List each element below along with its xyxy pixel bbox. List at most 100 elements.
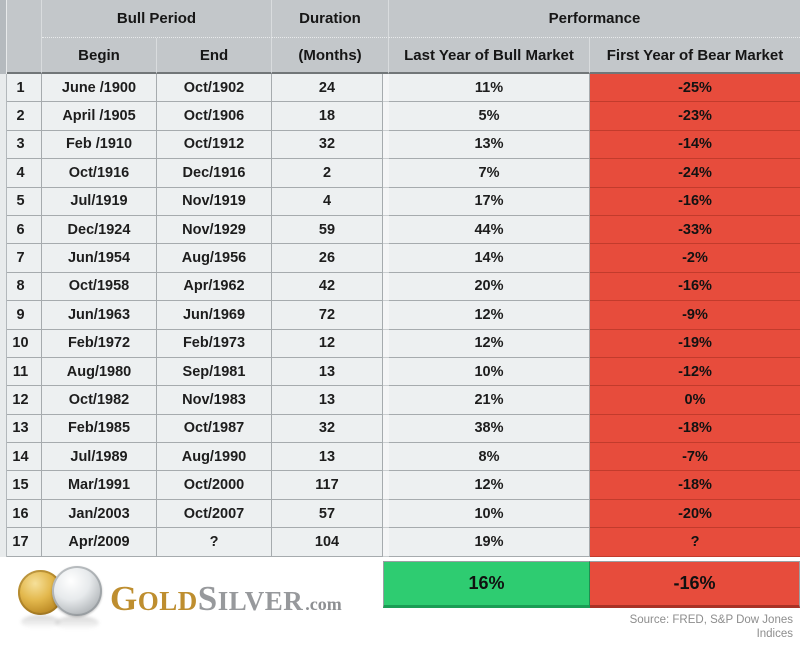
column-gutter — [383, 329, 389, 358]
bear-performance-cell: -18% — [590, 471, 800, 500]
begin-date-cell: Jul/1989 — [42, 443, 157, 472]
duration-cell: 12 — [272, 329, 383, 358]
duration-cell: 13 — [272, 386, 383, 415]
begin-date-cell: Jul/1919 — [42, 187, 157, 216]
begin-date-cell: June /1900 — [42, 74, 157, 103]
bull-performance-cell: 14% — [389, 244, 590, 273]
logo-word-tld: .com — [305, 593, 342, 614]
bull-column-header: Last Year of Bull Market — [389, 38, 590, 74]
end-date-cell: Oct/1987 — [157, 414, 272, 444]
end-date-cell: Oct/2007 — [157, 499, 272, 529]
duration-cell: 2 — [272, 159, 383, 188]
column-gutter — [383, 301, 389, 330]
end-date-cell: Nov/1929 — [157, 215, 272, 245]
column-gutter — [383, 215, 389, 245]
duration-cell: 13 — [272, 357, 383, 387]
column-gutter — [383, 74, 389, 103]
bull-performance-cell: 21% — [389, 386, 590, 415]
bear-performance-cell: -18% — [590, 414, 800, 444]
duration-cell: 18 — [272, 102, 383, 131]
bull-performance-cell: 19% — [389, 528, 590, 557]
source-line-1: Source: FRED, S&P Dow Jones — [629, 614, 793, 626]
bear-performance-cell: -20% — [590, 499, 800, 529]
bull-performance-cell: 12% — [389, 471, 590, 500]
begin-date-cell: Jun/1954 — [42, 244, 157, 273]
duration-cell: 59 — [272, 215, 383, 245]
bull-performance-cell: 7% — [389, 159, 590, 188]
end-date-cell: Oct/2000 — [157, 471, 272, 500]
bear-performance-cell: -25% — [590, 74, 800, 103]
begin-date-cell: Aug/1980 — [42, 357, 157, 387]
end-date-cell: ? — [157, 528, 272, 557]
begin-date-cell: Oct/1916 — [42, 159, 157, 188]
corner-header-cell — [0, 0, 42, 74]
end-date-cell: Nov/1983 — [157, 386, 272, 415]
market-data-table: Bull Period Duration Performance Begin E… — [0, 0, 800, 557]
logo-text: GOLD SILVER .com — [110, 581, 342, 616]
begin-date-cell: Mar/1991 — [42, 471, 157, 500]
bear-performance-cell: -19% — [590, 329, 800, 358]
bear-performance-cell: -16% — [590, 272, 800, 302]
bear-performance-cell: -23% — [590, 102, 800, 131]
end-date-cell: Nov/1919 — [157, 187, 272, 216]
bear-performance-cell: -2% — [590, 244, 800, 273]
begin-date-cell: Apr/2009 — [42, 528, 157, 557]
begin-date-cell: April /1905 — [42, 102, 157, 131]
bear-performance-cell: -16% — [590, 187, 800, 216]
bear-performance-cell: -33% — [590, 215, 800, 245]
end-date-cell: Dec/1916 — [157, 159, 272, 188]
column-gutter — [383, 528, 389, 557]
duration-cell: 32 — [272, 414, 383, 444]
row-number-cell: 14 — [0, 443, 42, 472]
row-number-cell: 5 — [0, 187, 42, 216]
bull-performance-cell: 20% — [389, 272, 590, 302]
bull-period-group-header: Bull Period — [42, 0, 272, 38]
row-number-cell: 15 — [0, 471, 42, 500]
performance-group-header: Performance — [389, 0, 800, 38]
begin-date-cell: Oct/1958 — [42, 272, 157, 302]
bear-performance-cell: -12% — [590, 357, 800, 387]
begin-date-cell: Dec/1924 — [42, 215, 157, 245]
bull-performance-cell: 38% — [389, 414, 590, 444]
logo-word-silver: SILVER — [197, 578, 304, 618]
duration-cell: 24 — [272, 74, 383, 103]
bear-performance-cell: 0% — [590, 386, 800, 415]
row-number-cell: 16 — [0, 499, 42, 529]
row-number-cell: 9 — [0, 301, 42, 330]
row-number-cell: 1 — [0, 74, 42, 103]
begin-date-cell: Jun/1963 — [42, 301, 157, 330]
column-gutter — [383, 187, 389, 216]
duration-cell: 72 — [272, 301, 383, 330]
column-gutter — [383, 159, 389, 188]
duration-cell: 104 — [272, 528, 383, 557]
bull-performance-cell: 10% — [389, 499, 590, 529]
duration-cell: 57 — [272, 499, 383, 529]
begin-column-header: Begin — [42, 38, 157, 74]
goldsilver-logo: GOLD SILVER .com — [14, 558, 342, 638]
column-gutter — [383, 414, 389, 444]
summary-row: 16% -16% — [383, 561, 800, 608]
row-number-cell: 6 — [0, 215, 42, 245]
bull-performance-cell: 17% — [389, 187, 590, 216]
bull-performance-cell: 11% — [389, 74, 590, 103]
begin-date-cell: Feb/1972 — [42, 329, 157, 358]
coin-icons — [14, 562, 108, 634]
logo-word-gold: GOLD — [110, 578, 198, 618]
row-number-cell: 3 — [0, 130, 42, 160]
duration-cell: 13 — [272, 443, 383, 472]
end-date-cell: Aug/1990 — [157, 443, 272, 472]
begin-date-cell: Oct/1982 — [42, 386, 157, 415]
column-gutter — [383, 130, 389, 160]
bull-performance-cell: 44% — [389, 215, 590, 245]
row-number-cell: 13 — [0, 414, 42, 444]
sheet-edge-strip-body — [0, 74, 7, 557]
bull-performance-cell: 10% — [389, 357, 590, 387]
duration-group-header: Duration — [272, 0, 389, 38]
bull-performance-cell: 12% — [389, 329, 590, 358]
silver-coin-icon — [52, 566, 102, 616]
row-number-cell: 2 — [0, 102, 42, 131]
bear-average-cell: -16% — [590, 561, 800, 608]
row-number-cell: 4 — [0, 159, 42, 188]
bull-performance-cell: 13% — [389, 130, 590, 160]
